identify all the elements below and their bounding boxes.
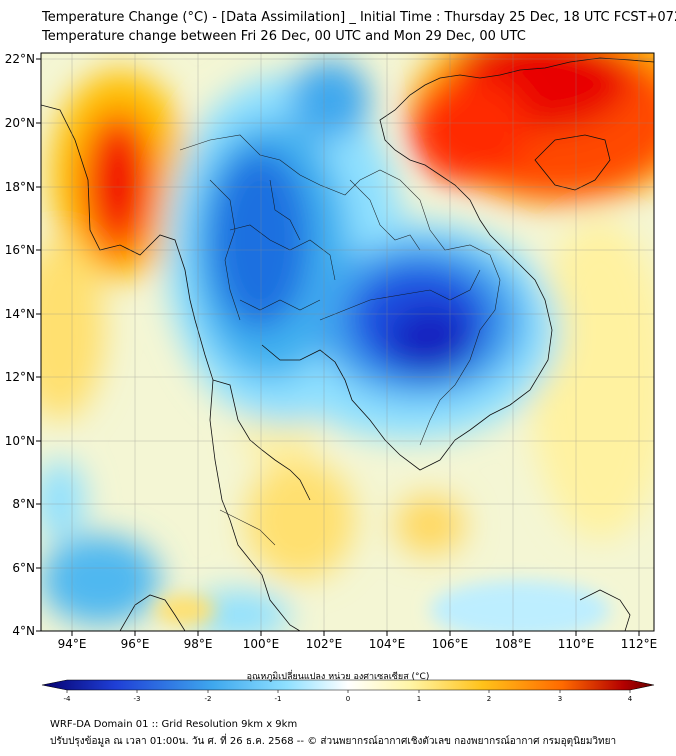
colorbar-tick-label: 1 bbox=[417, 695, 421, 703]
lon-tick-label: 110°E bbox=[558, 637, 595, 651]
map-title-line1: Temperature Change (°C) - [Data Assimila… bbox=[42, 10, 676, 25]
lat-tick-label: 12°N bbox=[5, 370, 35, 384]
axis-ticks bbox=[36, 58, 640, 636]
lat-tick-label: 10°N bbox=[5, 434, 35, 448]
colorbar-tick-label: 3 bbox=[558, 695, 562, 703]
borders bbox=[179, 134, 501, 546]
colorbar-tick-label: -2 bbox=[205, 695, 212, 703]
lon-tick-label: 106°E bbox=[432, 637, 469, 651]
footer-model-info: WRF-DA Domain 01 :: Grid Resolution 9km … bbox=[50, 719, 298, 730]
lon-tick-label: 96°E bbox=[121, 637, 150, 651]
lon-tick-label: 102°E bbox=[306, 637, 343, 651]
lat-tick-label: 4°N bbox=[12, 624, 35, 638]
lat-tick-label: 18°N bbox=[5, 180, 35, 194]
lon-tick-label: 98°E bbox=[184, 637, 213, 651]
lat-tick-label: 14°N bbox=[5, 307, 35, 321]
lat-tick-label: 16°N bbox=[5, 243, 35, 257]
colorbar-tick-label: -1 bbox=[275, 695, 282, 703]
lon-tick-label: 94°E bbox=[58, 637, 87, 651]
temperature-field bbox=[41, 53, 654, 631]
lon-tick-label: 112°E bbox=[621, 637, 658, 651]
lat-tick-label: 6°N bbox=[12, 561, 35, 575]
lat-tick-label: 22°N bbox=[5, 52, 35, 66]
lon-tick-label: 104°E bbox=[369, 637, 406, 651]
coastlines bbox=[41, 57, 654, 631]
colorbar-label: อุณหภูมิเปลี่ยนแปลง หน่วย องศาเซลเซียส (… bbox=[246, 672, 430, 682]
colorbar-tick-label: 0 bbox=[346, 695, 350, 703]
gridlines bbox=[41, 53, 654, 631]
lon-tick-label: 100°E bbox=[243, 637, 280, 651]
lat-tick-label: 8°N bbox=[12, 497, 35, 511]
lon-tick-label: 108°E bbox=[495, 637, 532, 651]
colorbar-tick-label: -4 bbox=[64, 695, 72, 703]
lat-tick-label: 20°N bbox=[5, 116, 35, 130]
colorbar-tick-label: 4 bbox=[628, 695, 633, 703]
plot-frame bbox=[40, 52, 655, 632]
map-title-line2: Temperature change between Fri 26 Dec, 0… bbox=[42, 29, 526, 44]
colorbar-tick-label: 2 bbox=[487, 695, 491, 703]
footer-credit: ปรับปรุงข้อมูล ณ เวลา 01:00น. วัน ศ. ที่… bbox=[50, 736, 617, 747]
colorbar-tick-label: -3 bbox=[134, 695, 141, 703]
colorbar: -4 -3 -2 -1 0 1 2 3 4 bbox=[41, 679, 655, 703]
